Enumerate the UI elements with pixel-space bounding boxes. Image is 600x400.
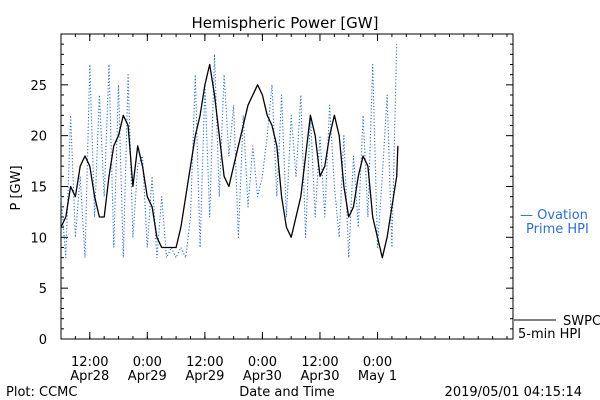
x-tick-label-date: Apr29 [128, 369, 167, 384]
x-tick-label-time: 12:00 [71, 355, 108, 370]
plot-timestamp: 2019/05/01 04:15:14 [445, 385, 582, 400]
chart-title: Hemispheric Power [GW] [192, 14, 379, 32]
y-tick-label: 10 [30, 231, 47, 246]
x-tick-label-date: Apr30 [300, 369, 339, 384]
x-tick-label-date: May 1 [358, 369, 397, 384]
plot-area: 051015202512:00Apr280:00Apr2912:00Apr290… [30, 33, 514, 384]
y-tick-label: 25 [30, 79, 47, 94]
ovation-prime-hpi-line [60, 44, 398, 259]
x-tick-label-time: 0:00 [363, 355, 392, 370]
y-tick-label: 20 [30, 130, 47, 145]
y-tick-label: 0 [39, 333, 47, 348]
legend-swpc-sublabel: 5-min HPI [518, 327, 581, 342]
swpc-hpi-line [60, 63, 399, 259]
y-tick-label: 5 [39, 282, 47, 297]
y-tick-label: 15 [30, 181, 47, 196]
legend-ovation-sublabel: Prime HPI [526, 222, 589, 237]
x-tick-label-time: 12:00 [186, 355, 223, 370]
x-axis-label: Date and Time [239, 385, 335, 400]
y-axis-label: P [GW] [9, 165, 24, 210]
x-tick-label-time: 12:00 [301, 355, 338, 370]
x-tick-label-date: Apr28 [70, 369, 109, 384]
x-tick-label-date: Apr30 [243, 369, 282, 384]
plot-frame [60, 33, 514, 340]
legend-ovation-label: — Ovation [520, 208, 588, 223]
legend: — Ovation Prime HPI SWPC 5-min HPI [514, 208, 600, 342]
x-tick-label-time: 0:00 [133, 355, 162, 370]
plot-credit: Plot: CCMC [6, 385, 77, 400]
x-tick-label-time: 0:00 [248, 355, 277, 370]
x-tick-label-date: Apr29 [185, 369, 224, 384]
legend-swpc-label: SWPC [563, 314, 600, 329]
